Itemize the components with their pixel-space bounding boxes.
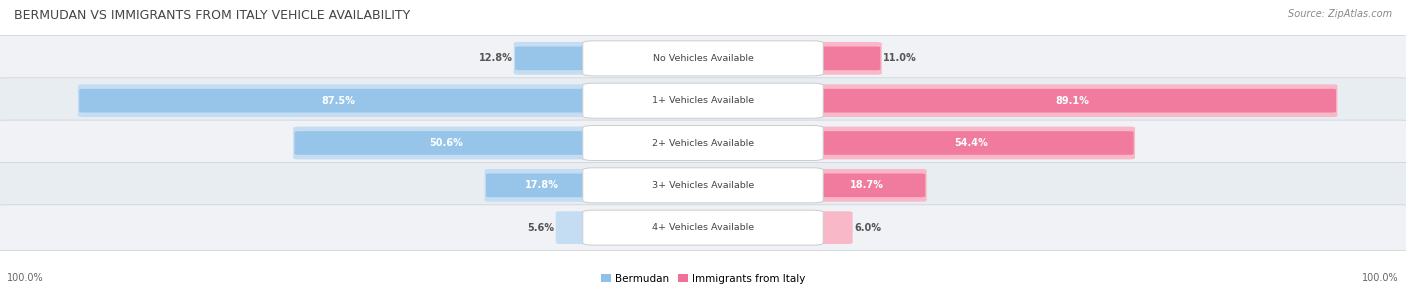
FancyBboxPatch shape xyxy=(513,42,599,75)
FancyBboxPatch shape xyxy=(807,127,1135,159)
FancyBboxPatch shape xyxy=(0,205,1406,251)
Text: 11.0%: 11.0% xyxy=(883,53,917,63)
Text: 100.0%: 100.0% xyxy=(7,273,44,283)
FancyBboxPatch shape xyxy=(79,89,599,112)
Text: BERMUDAN VS IMMIGRANTS FROM ITALY VEHICLE AVAILABILITY: BERMUDAN VS IMMIGRANTS FROM ITALY VEHICL… xyxy=(14,9,411,21)
Text: No Vehicles Available: No Vehicles Available xyxy=(652,54,754,63)
FancyBboxPatch shape xyxy=(807,42,882,75)
FancyBboxPatch shape xyxy=(0,120,1406,166)
Text: 5.6%: 5.6% xyxy=(527,223,554,233)
FancyBboxPatch shape xyxy=(582,168,823,203)
FancyBboxPatch shape xyxy=(807,84,1337,117)
FancyBboxPatch shape xyxy=(582,83,823,118)
FancyBboxPatch shape xyxy=(485,169,599,202)
FancyBboxPatch shape xyxy=(808,47,880,70)
FancyBboxPatch shape xyxy=(582,126,823,160)
Text: 18.7%: 18.7% xyxy=(849,180,883,190)
Text: 1+ Vehicles Available: 1+ Vehicles Available xyxy=(652,96,754,105)
Text: 89.1%: 89.1% xyxy=(1054,96,1088,106)
Legend: Bermudan, Immigrants from Italy: Bermudan, Immigrants from Italy xyxy=(600,274,806,284)
Text: 3+ Vehicles Available: 3+ Vehicles Available xyxy=(652,181,754,190)
Text: 12.8%: 12.8% xyxy=(478,53,512,63)
Text: 2+ Vehicles Available: 2+ Vehicles Available xyxy=(652,138,754,148)
FancyBboxPatch shape xyxy=(808,89,1336,112)
Text: 50.6%: 50.6% xyxy=(430,138,464,148)
FancyBboxPatch shape xyxy=(808,131,1133,155)
FancyBboxPatch shape xyxy=(486,174,599,197)
FancyBboxPatch shape xyxy=(0,162,1406,208)
FancyBboxPatch shape xyxy=(294,127,599,159)
Text: 4+ Vehicles Available: 4+ Vehicles Available xyxy=(652,223,754,232)
Text: 17.8%: 17.8% xyxy=(526,180,560,190)
FancyBboxPatch shape xyxy=(77,84,599,117)
FancyBboxPatch shape xyxy=(807,211,852,244)
FancyBboxPatch shape xyxy=(295,131,599,155)
Text: 6.0%: 6.0% xyxy=(853,223,882,233)
Text: Source: ZipAtlas.com: Source: ZipAtlas.com xyxy=(1288,9,1392,19)
Text: 87.5%: 87.5% xyxy=(322,96,356,106)
Text: 100.0%: 100.0% xyxy=(1362,273,1399,283)
FancyBboxPatch shape xyxy=(555,211,599,244)
FancyBboxPatch shape xyxy=(807,169,927,202)
Text: 54.4%: 54.4% xyxy=(953,138,987,148)
FancyBboxPatch shape xyxy=(0,78,1406,124)
FancyBboxPatch shape xyxy=(515,47,599,70)
FancyBboxPatch shape xyxy=(0,35,1406,81)
FancyBboxPatch shape xyxy=(808,174,925,197)
FancyBboxPatch shape xyxy=(582,41,823,76)
FancyBboxPatch shape xyxy=(582,210,823,245)
